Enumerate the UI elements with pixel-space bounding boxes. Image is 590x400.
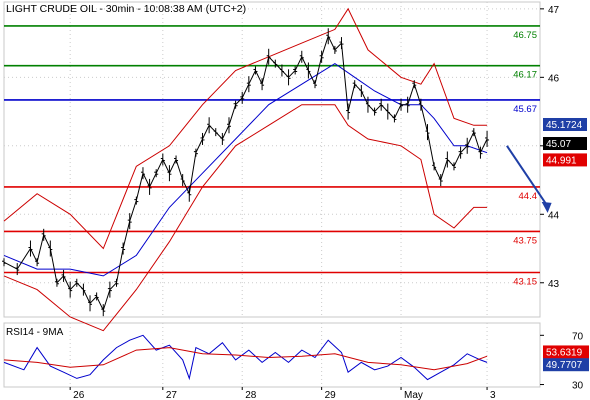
price-axis-label-0: 43 (548, 279, 560, 290)
time-axis-label-2: 28 (245, 390, 257, 400)
level-label-0: 46.75 (513, 30, 537, 41)
time-axis-label-1: 27 (166, 390, 178, 400)
bollinger-bands (3, 7, 488, 332)
time-axis: 26 27 28 29 May 3 (69, 387, 496, 400)
price-axis-label-3: 46 (548, 73, 560, 84)
forecast-arrow-shaft (506, 145, 548, 206)
level-label-3: 44.4 (519, 191, 538, 202)
price-tag-label-0: 45.1724 (546, 120, 583, 131)
main-panel-frame (3, 1, 541, 318)
forecast-arrow-head (541, 201, 552, 213)
rsi-axis-label-0: 30 (572, 381, 584, 392)
price-tags: 45.1724 45.07 44.991 (543, 117, 587, 167)
rsi-tag-label-0: 53.6319 (546, 347, 583, 358)
price-tag-bg-2 (543, 153, 587, 167)
rsi-panel-frame (3, 322, 541, 388)
time-axis-label-4: May (404, 390, 423, 400)
price-line (3, 34, 488, 312)
level-label-5: 43.15 (513, 276, 537, 287)
rsi-series-1 (3, 347, 488, 371)
rsi-title: RSI14 - 9MA (6, 327, 64, 338)
level-label-2: 45.67 (513, 104, 537, 115)
forecast-arrow (506, 145, 552, 213)
price-tag-bg-0 (543, 117, 587, 131)
rsi-tag-bg-0 (543, 345, 589, 359)
rsi-tag-label-1: 49.7707 (546, 360, 583, 371)
time-axis-label-0: 26 (73, 390, 85, 400)
rsi-series-0 (3, 334, 488, 381)
ma-line (3, 63, 488, 277)
price-tag-label-1: 45.07 (546, 139, 571, 150)
price-series (2, 28, 490, 317)
lower-band-line (3, 104, 488, 332)
rsi-axis: 30 70 53.6319 49.7707 (540, 331, 589, 392)
upper-band-line (3, 7, 488, 250)
level-label-1: 46.17 (513, 70, 537, 81)
level-lines: 46.75 46.17 45.67 44.4 43.75 43.15 (4, 25, 540, 287)
rsi-series (3, 334, 488, 381)
moving-average (3, 63, 488, 277)
price-axis-label-1: 44 (548, 210, 560, 221)
rsi-tag-bg-1 (543, 358, 589, 372)
time-axis-label-3: 29 (325, 390, 337, 400)
price-tag-bg-1 (543, 137, 587, 151)
rsi-axis-label-1: 70 (572, 331, 584, 342)
price-tag-label-2: 44.991 (546, 155, 577, 166)
time-axis-label-5: 3 (490, 390, 496, 400)
level-label-4: 43.75 (513, 235, 537, 246)
chart-title: LIGHT CRUDE OIL - 30min - 10:08:38 AM (U… (6, 3, 246, 15)
price-axis-label-4: 47 (548, 5, 560, 16)
